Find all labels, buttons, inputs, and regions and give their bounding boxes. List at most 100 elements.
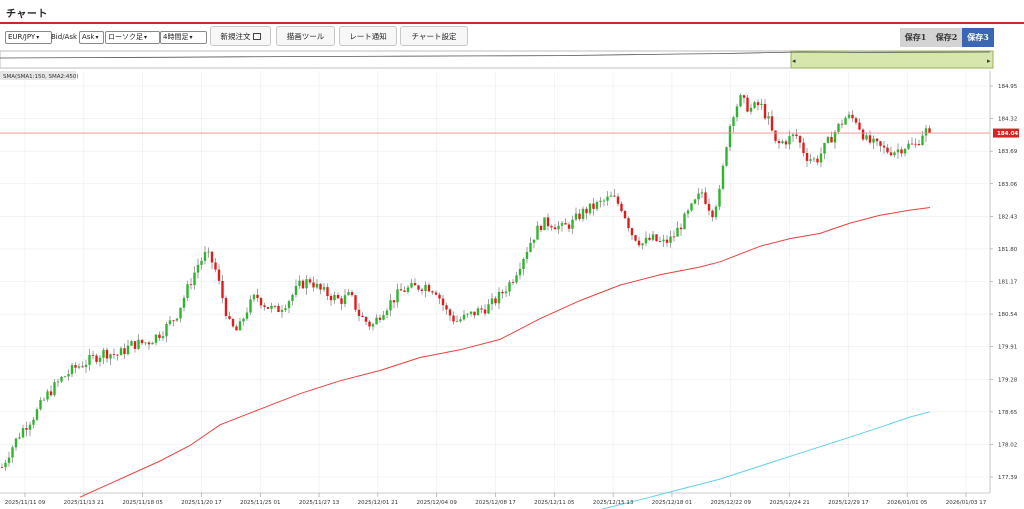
candle-up [144,342,147,344]
chart-toolbar: EUR/JPY▾ Bid/Ask Ask▾ ローソク足▾ 4時間足▾ 新規注文 … [0,24,1024,50]
chart-settings-button[interactable]: チャート設定 [400,26,468,46]
candle-up [245,312,249,319]
candle-up [588,203,592,214]
candle-down [231,319,235,327]
candle-down [189,284,193,286]
new-order-button[interactable]: 新規注文 [210,26,271,46]
price-type-select[interactable]: Ask▾ [79,31,104,44]
candle-up [823,142,826,154]
candle-down [494,298,497,304]
candle-up [893,152,896,156]
symbol-select[interactable]: EUR/JPY▾ [5,31,52,44]
navigator-right-handle[interactable]: ▸ [987,57,991,65]
save-tab-3[interactable]: 保存3 [962,28,994,47]
candle-up [238,321,242,331]
candle-up [497,291,501,304]
candles [0,93,931,471]
candle-down [116,354,119,356]
candle-down [851,114,854,119]
candle-down [917,144,921,145]
candle-up [700,192,704,194]
time-tick-label: 2025/11/13 21 [64,500,104,506]
timeframe-select[interactable]: 4時間足▾ [160,31,207,44]
candle-up [847,114,851,118]
candle-up [11,447,14,458]
save-tab-2[interactable]: 保存2 [931,28,962,47]
candle-down [854,118,858,123]
chart-type-select[interactable]: ローソク足▾ [105,31,160,44]
candle-up [109,354,112,359]
candle-up [280,310,284,312]
candle-down [364,317,368,322]
candle-up [595,202,599,209]
candle-up [721,165,725,189]
price-chart[interactable]: ◂ ▸ SMA(SMA1:150, SMA2:450) 184.04 184.9… [0,50,1024,509]
candle-down [91,355,95,356]
candle-up [819,153,823,163]
candle-up [669,236,672,243]
candle-up [767,116,770,119]
candle-up [732,117,735,126]
candle-down [900,149,903,154]
time-tick-label: 2026/01/01 05 [887,500,928,506]
candle-up [42,399,46,401]
candle-up [921,135,924,145]
candle-down [616,196,620,204]
time-tick-label: 2025/11/25 01 [240,500,280,506]
rate-alert-button[interactable]: レート通知 [339,26,397,46]
time-tick-label: 2025/11/11 09 [5,500,46,506]
candle-down [340,298,343,304]
candle-up [560,223,564,226]
time-tick-label: 2025/11/20 17 [181,500,222,506]
time-tick-label: 2025/11/27 13 [299,500,340,506]
candle-down [350,292,354,296]
symbol-value: EUR/JPY [8,33,36,41]
chevron-down-icon: ▾ [189,34,193,41]
candle-up [294,285,298,295]
candle-up [581,208,585,219]
candle-up [609,195,613,197]
candle-up [686,210,690,214]
candle-down [798,136,802,143]
save-tab-1[interactable]: 保存1 [900,28,931,47]
candle-up [459,319,462,322]
candle-down [25,428,28,430]
candle-up [662,239,665,242]
candle-up [651,234,655,240]
candle-up [833,131,837,143]
candle-down [770,116,774,131]
candle-up [924,128,928,136]
navigator-range[interactable] [790,50,994,69]
candle-up [574,213,578,220]
candle-up [469,311,473,314]
candle-up [462,314,466,320]
candle-up [812,158,816,160]
price-axis-ticks: 184.95 184.32 183.69 183.06 182.43 181.80 181.… [990,84,1018,481]
candle-down [585,208,588,214]
candle-up [186,284,189,298]
candle-down [910,143,914,145]
candle-up [182,297,186,308]
candle-up [749,107,753,112]
candle-up [35,409,39,420]
candle-up [315,283,319,288]
candle-up [291,294,294,302]
candle-down [564,223,567,225]
drawing-tools-button[interactable]: 描画ツール [276,26,335,46]
candle-up [77,366,81,368]
bidask-label: Bid/Ask [51,33,78,41]
candle-down [802,142,805,154]
candle-down [210,251,214,263]
navigator-left-handle[interactable]: ◂ [792,57,796,65]
candle-down [704,192,707,204]
candle-up [88,355,91,365]
candle-down [879,141,882,146]
candle-up [98,357,102,362]
candle-down [665,239,669,243]
candle-up [375,317,378,325]
time-tick-label: 2025/12/15 13 [593,500,634,506]
candle-down [511,282,515,283]
candle-up [21,428,25,438]
candle-down [441,298,445,306]
candle-up [53,382,56,396]
